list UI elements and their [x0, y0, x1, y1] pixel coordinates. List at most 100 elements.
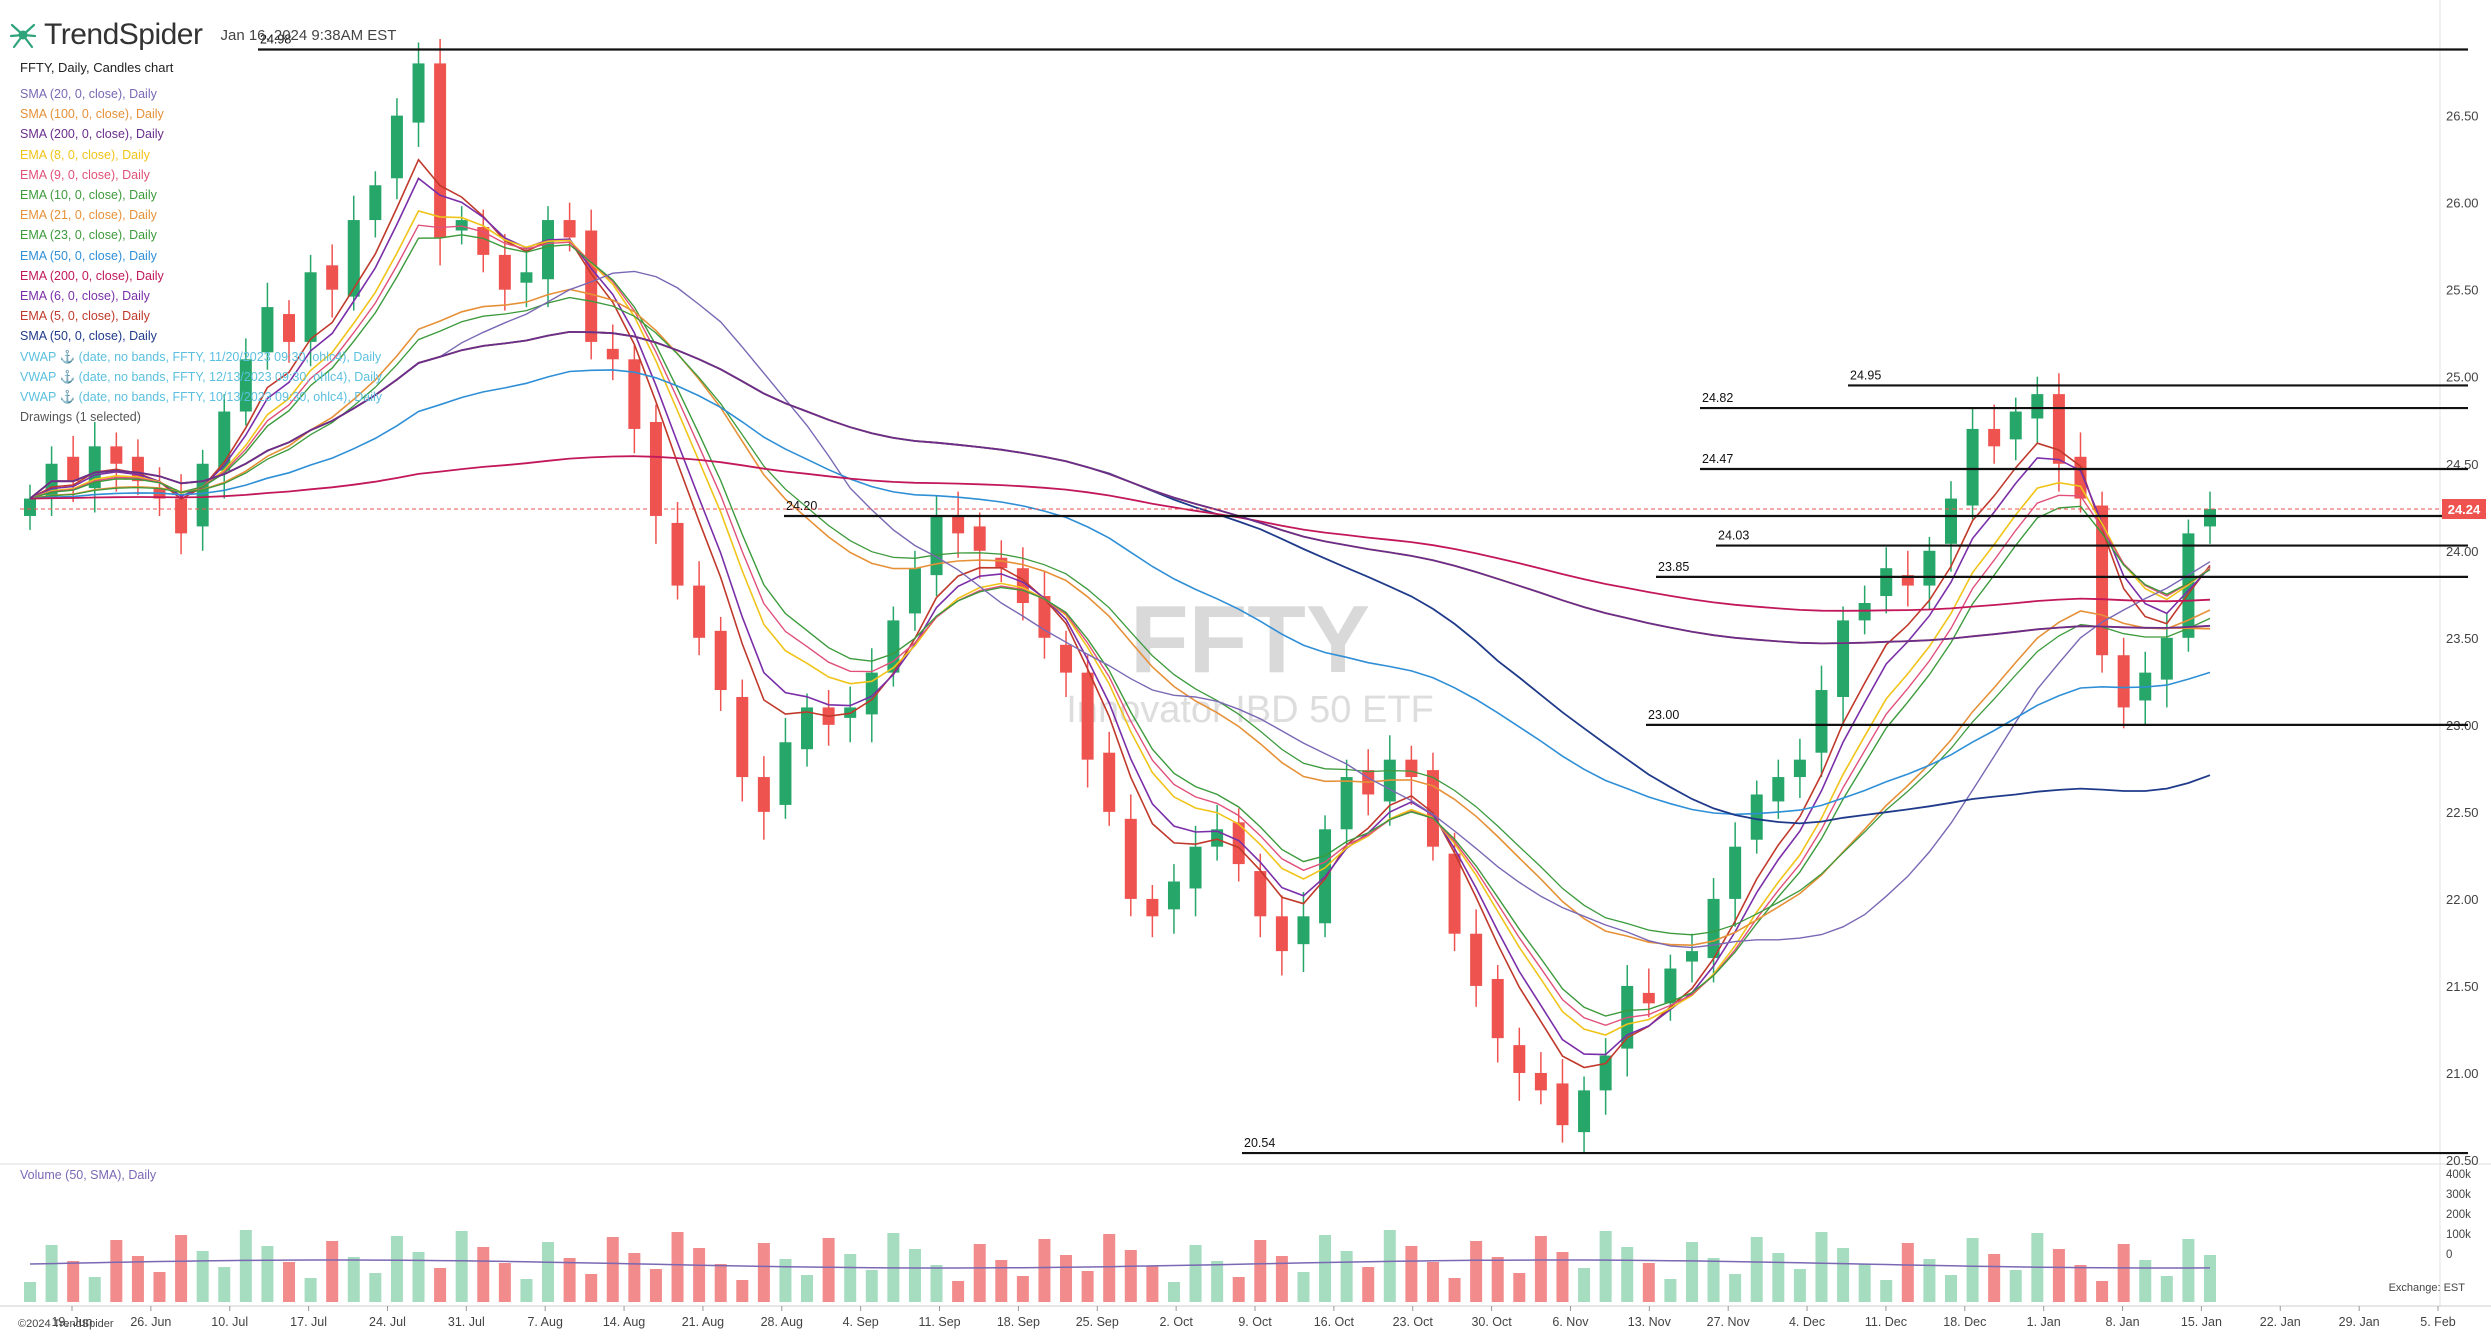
volume-bar[interactable] — [671, 1232, 684, 1302]
volume-bar[interactable] — [304, 1278, 317, 1302]
candle-body[interactable] — [2160, 637, 2173, 680]
volume-bar[interactable] — [585, 1274, 598, 1302]
candle-body[interactable] — [2031, 394, 2044, 419]
volume-bar[interactable] — [369, 1273, 382, 1302]
volume-bar[interactable] — [390, 1236, 403, 1302]
candle-body[interactable] — [779, 742, 792, 805]
volume-bar[interactable] — [261, 1246, 274, 1302]
volume-bar[interactable] — [1038, 1239, 1051, 1302]
candle-body[interactable] — [1297, 916, 1310, 945]
volume-bar[interactable] — [1944, 1275, 1957, 1302]
candle-body[interactable] — [1254, 871, 1267, 917]
volume-bar[interactable] — [1664, 1279, 1677, 1302]
candle-body[interactable] — [1707, 898, 1720, 959]
candle-body[interactable] — [952, 515, 965, 534]
candle-body[interactable] — [995, 557, 1008, 569]
candle-body[interactable] — [1988, 428, 2001, 447]
volume-bar[interactable] — [2182, 1239, 2195, 1302]
volume-bar[interactable] — [110, 1240, 123, 1302]
volume-bar[interactable] — [1426, 1262, 1439, 1302]
candle-body[interactable] — [606, 348, 619, 360]
volume-bar[interactable] — [1815, 1232, 1828, 1302]
volume-bar[interactable] — [1405, 1246, 1418, 1302]
legend-item[interactable]: EMA (23, 0, close), Daily — [20, 228, 157, 243]
candle-body[interactable] — [498, 254, 511, 290]
volume-bar[interactable] — [822, 1238, 835, 1302]
volume-bar[interactable] — [1254, 1240, 1267, 1302]
candle-body[interactable] — [865, 672, 878, 715]
volume-bar[interactable] — [1750, 1237, 1763, 1302]
volume-bar[interactable] — [736, 1280, 749, 1302]
volume-bar[interactable] — [2096, 1281, 2109, 1302]
candle-body[interactable] — [628, 359, 641, 429]
volume-bar[interactable] — [347, 1257, 360, 1302]
volume-bar[interactable] — [1146, 1266, 1159, 1302]
volume-bar[interactable] — [1470, 1241, 1483, 1302]
candle-body[interactable] — [1426, 770, 1439, 847]
volume-bar[interactable] — [283, 1262, 296, 1302]
volume-bar[interactable] — [1793, 1269, 1806, 1302]
legend-item[interactable]: EMA (9, 0, close), Daily — [20, 167, 150, 182]
legend-item[interactable]: SMA (20, 0, close), Daily — [20, 87, 157, 101]
candle-body[interactable] — [1599, 1055, 1612, 1091]
volume-bar[interactable] — [1901, 1243, 1914, 1302]
candle-body[interactable] — [1060, 644, 1073, 673]
volume-bar[interactable] — [865, 1270, 878, 1302]
candle-body[interactable] — [304, 272, 317, 342]
volume-bar[interactable] — [175, 1235, 188, 1302]
volume-bar[interactable] — [2139, 1260, 2152, 1302]
volume-bar[interactable] — [153, 1272, 166, 1302]
candle-body[interactable] — [973, 526, 986, 551]
volume-bar[interactable] — [1060, 1255, 1073, 1302]
candle-body[interactable] — [736, 696, 749, 778]
candle-body[interactable] — [261, 307, 274, 353]
volume-bar[interactable] — [412, 1252, 425, 1302]
volume-bar[interactable] — [542, 1242, 555, 1302]
volume-bar[interactable] — [1923, 1259, 1936, 1302]
candle-body[interactable] — [412, 63, 425, 123]
candle-body[interactable] — [563, 220, 576, 238]
candle-body[interactable] — [196, 463, 209, 527]
candle-body[interactable] — [671, 522, 684, 586]
volume-bar[interactable] — [1491, 1257, 1504, 1302]
candle-body[interactable] — [1124, 818, 1137, 899]
candle-body[interactable] — [24, 498, 36, 516]
candle-body[interactable] — [693, 585, 706, 638]
volume-bar[interactable] — [2117, 1244, 2130, 1302]
volume-bar[interactable] — [1707, 1258, 1720, 1302]
volume-bar[interactable] — [131, 1256, 144, 1302]
volume-bar[interactable] — [779, 1259, 792, 1302]
candle-body[interactable] — [239, 359, 252, 412]
candle-body[interactable] — [2096, 505, 2109, 656]
candle-body[interactable] — [542, 220, 555, 280]
candle-body[interactable] — [347, 220, 360, 297]
volume-bar[interactable] — [1189, 1245, 1202, 1302]
candle-body[interactable] — [2204, 509, 2216, 527]
candle-body[interactable] — [2052, 394, 2065, 464]
volume-bar[interactable] — [2009, 1270, 2022, 1302]
volume-bar[interactable] — [1383, 1230, 1396, 1302]
candle-body[interactable] — [1232, 822, 1245, 865]
candle-body[interactable] — [1901, 575, 1914, 586]
candle-body[interactable] — [1167, 881, 1180, 910]
candle-body[interactable] — [1016, 568, 1029, 603]
legend-item[interactable]: EMA (8, 0, close), Daily — [20, 147, 150, 162]
legend-item[interactable]: EMA (5, 0, close), Daily — [20, 309, 150, 324]
volume-bar[interactable] — [801, 1275, 814, 1302]
volume-bar[interactable] — [693, 1248, 706, 1302]
volume-bar[interactable] — [1167, 1282, 1180, 1302]
candle-body[interactable] — [1578, 1090, 1591, 1133]
volume-bar[interactable] — [1534, 1236, 1547, 1302]
volume-bar[interactable] — [498, 1263, 511, 1302]
candle-body[interactable] — [1793, 759, 1806, 778]
volume-bar[interactable] — [1988, 1254, 2001, 1302]
volume-bar[interactable] — [1211, 1261, 1224, 1302]
volume-bar[interactable] — [908, 1249, 921, 1302]
candle-body[interactable] — [1966, 428, 1979, 506]
volume-bar[interactable] — [563, 1258, 576, 1302]
candle-body[interactable] — [1642, 992, 1655, 1004]
legend-item[interactable]: SMA (50, 0, close), Daily — [20, 329, 157, 344]
legend-item[interactable]: VWAP ⚓ (date, no bands, FFTY, 11/20/2023… — [20, 349, 382, 364]
volume-bar[interactable] — [218, 1267, 231, 1302]
candle-body[interactable] — [390, 115, 403, 179]
